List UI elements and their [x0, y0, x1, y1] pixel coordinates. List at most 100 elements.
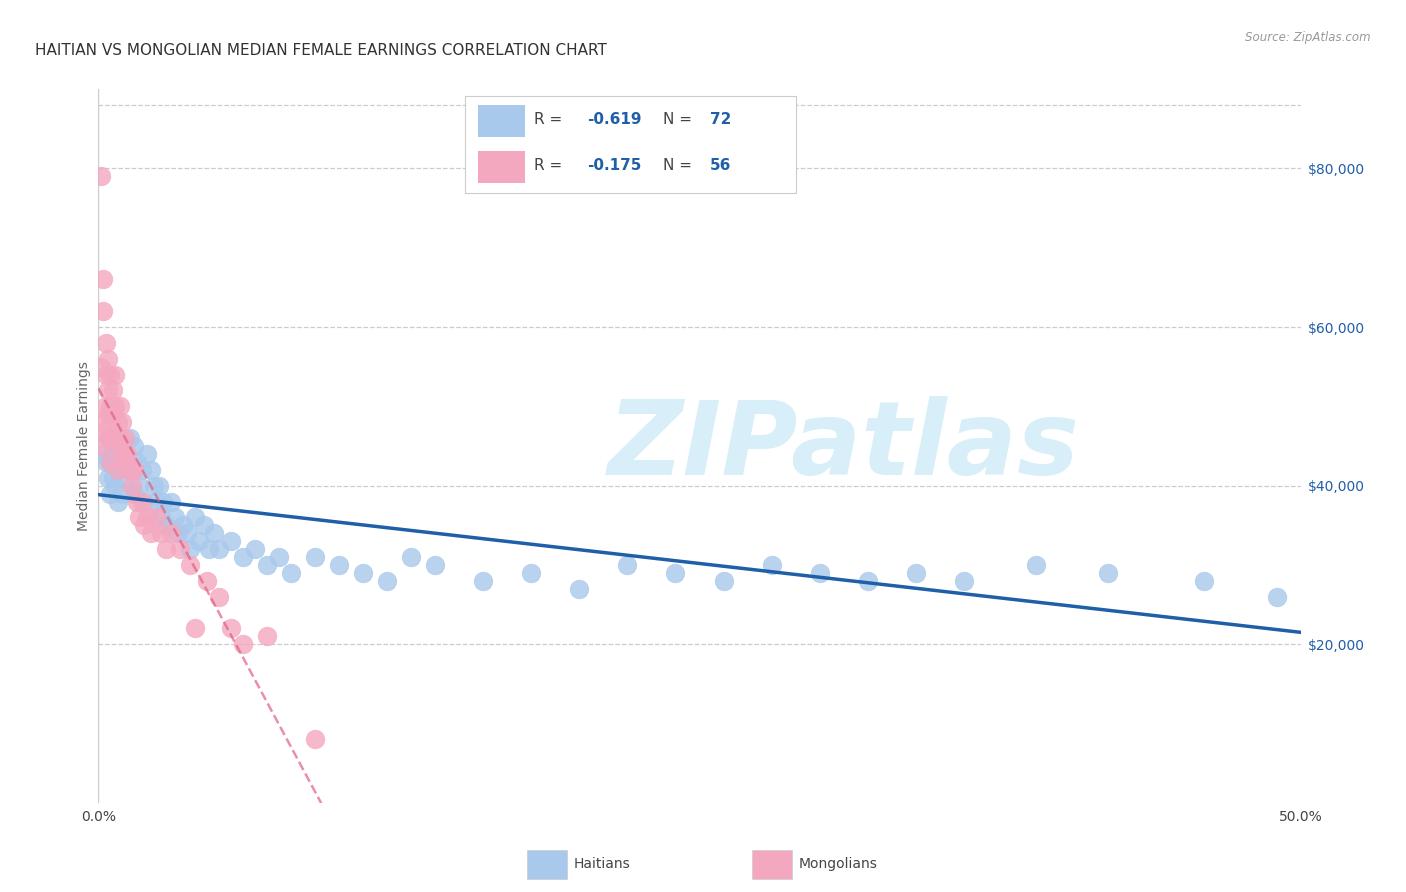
Point: [128, 510, 150, 524]
Point: [149, 526, 172, 541]
Point: [856, 574, 879, 588]
Text: Mongolians: Mongolians: [799, 857, 877, 871]
Point: [108, 463, 131, 477]
Point: [183, 510, 205, 524]
Point: [101, 407, 124, 421]
Point: [121, 463, 143, 477]
Point: [328, 558, 350, 572]
Point: [131, 463, 153, 477]
Point: [104, 431, 127, 445]
Point: [520, 566, 543, 580]
Point: [232, 637, 254, 651]
Point: [232, 549, 254, 564]
Point: [280, 566, 302, 580]
Point: [208, 542, 231, 557]
Point: [91, 415, 114, 429]
Point: [664, 566, 686, 580]
Point: [97, 407, 120, 421]
Point: [117, 455, 139, 469]
Point: [1265, 590, 1288, 604]
Point: [243, 542, 266, 557]
Point: [91, 272, 114, 286]
Point: [148, 478, 170, 492]
Point: [1025, 558, 1047, 572]
Point: [107, 463, 129, 477]
Point: [118, 431, 141, 445]
Point: [256, 558, 278, 572]
Point: [94, 335, 117, 350]
Point: [107, 494, 129, 508]
Point: [100, 455, 122, 469]
Point: [117, 447, 139, 461]
Point: [202, 526, 225, 541]
Point: [91, 447, 114, 461]
Point: [104, 455, 127, 469]
Point: [111, 415, 134, 429]
Point: [125, 455, 148, 469]
Point: [104, 368, 127, 382]
Point: [90, 439, 112, 453]
Point: [953, 574, 976, 588]
Point: [188, 534, 211, 549]
Point: [761, 558, 783, 572]
Point: [808, 566, 831, 580]
Point: [399, 549, 422, 564]
Point: [100, 431, 122, 445]
Point: [108, 400, 131, 414]
Point: [135, 510, 157, 524]
Point: [91, 304, 114, 318]
Point: [94, 455, 117, 469]
Y-axis label: Median Female Earnings: Median Female Earnings: [77, 361, 91, 531]
Point: [111, 447, 134, 461]
Point: [904, 566, 927, 580]
Point: [183, 621, 205, 635]
Point: [616, 558, 638, 572]
Point: [107, 439, 129, 453]
Point: [208, 590, 231, 604]
Point: [97, 384, 120, 398]
Point: [125, 494, 148, 508]
Point: [101, 431, 124, 445]
Point: [179, 558, 201, 572]
Point: [90, 169, 112, 184]
Point: [97, 431, 120, 445]
Point: [124, 463, 146, 477]
Point: [155, 518, 177, 533]
Point: [124, 486, 146, 500]
Point: [198, 542, 221, 557]
Text: HAITIAN VS MONGOLIAN MEDIAN FEMALE EARNINGS CORRELATION CHART: HAITIAN VS MONGOLIAN MEDIAN FEMALE EARNI…: [35, 43, 607, 58]
Point: [100, 455, 122, 469]
Point: [256, 629, 278, 643]
Point: [128, 478, 150, 492]
Point: [166, 526, 188, 541]
Point: [423, 558, 446, 572]
Point: [118, 463, 141, 477]
Point: [375, 574, 398, 588]
Point: [100, 400, 122, 414]
Point: [267, 549, 290, 564]
Point: [124, 439, 146, 453]
Point: [176, 526, 198, 541]
Point: [152, 494, 174, 508]
Point: [352, 566, 374, 580]
Point: [219, 534, 242, 549]
Point: [142, 478, 165, 492]
Text: ZIPatlas: ZIPatlas: [607, 395, 1080, 497]
Point: [472, 574, 495, 588]
Point: [304, 732, 326, 747]
Text: Haitians: Haitians: [574, 857, 630, 871]
Point: [101, 384, 124, 398]
Point: [100, 486, 122, 500]
Point: [155, 542, 177, 557]
Text: Source: ZipAtlas.com: Source: ZipAtlas.com: [1246, 31, 1371, 45]
Point: [713, 574, 735, 588]
Point: [101, 471, 124, 485]
Point: [90, 359, 112, 374]
Point: [169, 542, 191, 557]
Point: [114, 471, 136, 485]
Point: [159, 526, 181, 541]
Point: [107, 439, 129, 453]
Point: [195, 574, 218, 588]
Point: [193, 518, 215, 533]
Point: [94, 423, 117, 437]
